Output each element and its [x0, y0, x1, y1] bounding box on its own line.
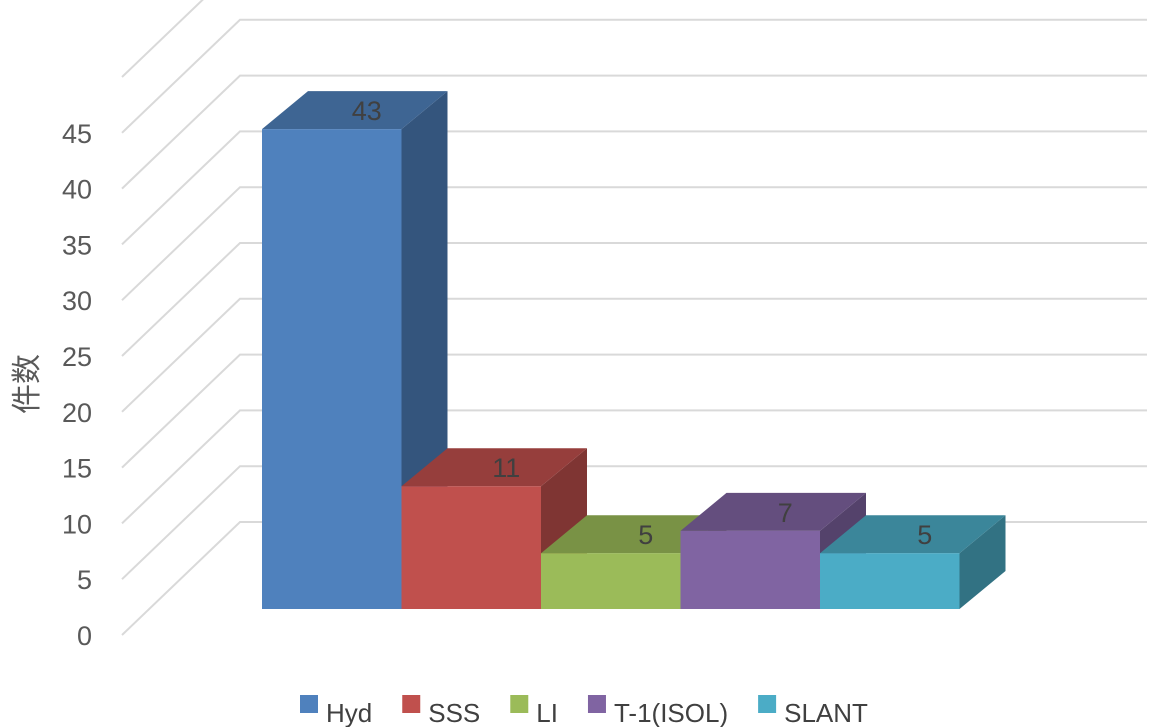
legend-swatch	[758, 695, 777, 713]
bar-top	[820, 515, 1006, 554]
legend-label: T-1(ISOL)	[614, 698, 728, 727]
gridline-15	[121, 353, 1147, 469]
legend-label: Hyd	[326, 698, 372, 727]
gridline-30	[121, 186, 1147, 301]
gridline-45	[121, 18, 1147, 134]
y-axis-ticks: 0 5 10 15 20 25 30 35 40 45	[62, 119, 92, 651]
legend-item: SSS	[402, 695, 480, 727]
bar-hyd	[262, 91, 448, 610]
data-label: 5	[917, 520, 932, 550]
data-label: 11	[492, 453, 520, 483]
bar-top	[541, 515, 727, 554]
y-tick-label: 20	[62, 398, 92, 428]
gridline-5	[121, 465, 1147, 580]
bar-top	[262, 91, 448, 130]
y-tick-label: 30	[62, 286, 92, 316]
bar-top	[680, 492, 866, 531]
data-label: 7	[778, 498, 793, 528]
legend-label: SSS	[428, 698, 480, 727]
legend-label: LI	[536, 698, 558, 727]
data-label: 5	[638, 520, 653, 550]
bar-front	[401, 486, 541, 609]
legend: Hyd SSS LI T-1(ISOL) SLANT	[300, 695, 868, 727]
y-tick-label: 45	[62, 119, 92, 149]
legend-swatch	[587, 695, 606, 713]
legend-label: SLANT	[784, 698, 868, 727]
data-labels: 43 11 5 7 5	[352, 96, 933, 550]
bar-slant	[820, 515, 1006, 609]
y-axis-title: 件数	[11, 354, 44, 414]
legend-item: Hyd	[300, 695, 372, 727]
gridline-35	[121, 130, 1147, 246]
gridline-10	[121, 409, 1147, 525]
bar-front	[262, 129, 402, 609]
y-tick-label: 10	[62, 509, 92, 539]
y-tick-label: 15	[62, 454, 92, 484]
legend-item: SLANT	[758, 695, 868, 727]
bar-front	[680, 530, 820, 609]
legend-swatch	[300, 695, 318, 713]
bar-front	[820, 553, 960, 609]
gridline-25	[121, 242, 1147, 357]
legend-swatch	[510, 695, 529, 713]
gridline-50	[121, 0, 204, 78]
gridlines	[121, 0, 1147, 636]
bar-front	[541, 553, 681, 609]
gridline-20	[121, 297, 1147, 413]
y-tick-label: 5	[77, 565, 92, 595]
legend-item: LI	[510, 695, 558, 727]
bars	[262, 91, 1006, 610]
legend-swatch	[402, 695, 421, 713]
y-tick-label: 35	[62, 230, 92, 260]
gridline-40	[121, 74, 1147, 190]
bar-side	[959, 515, 1006, 609]
y-tick-label: 25	[62, 342, 92, 372]
y-tick-label: 0	[77, 621, 92, 651]
y-tick-label: 40	[62, 175, 92, 205]
legend-item: T-1(ISOL)	[587, 695, 728, 727]
data-label: 43	[352, 96, 382, 126]
bar-top	[401, 448, 587, 487]
